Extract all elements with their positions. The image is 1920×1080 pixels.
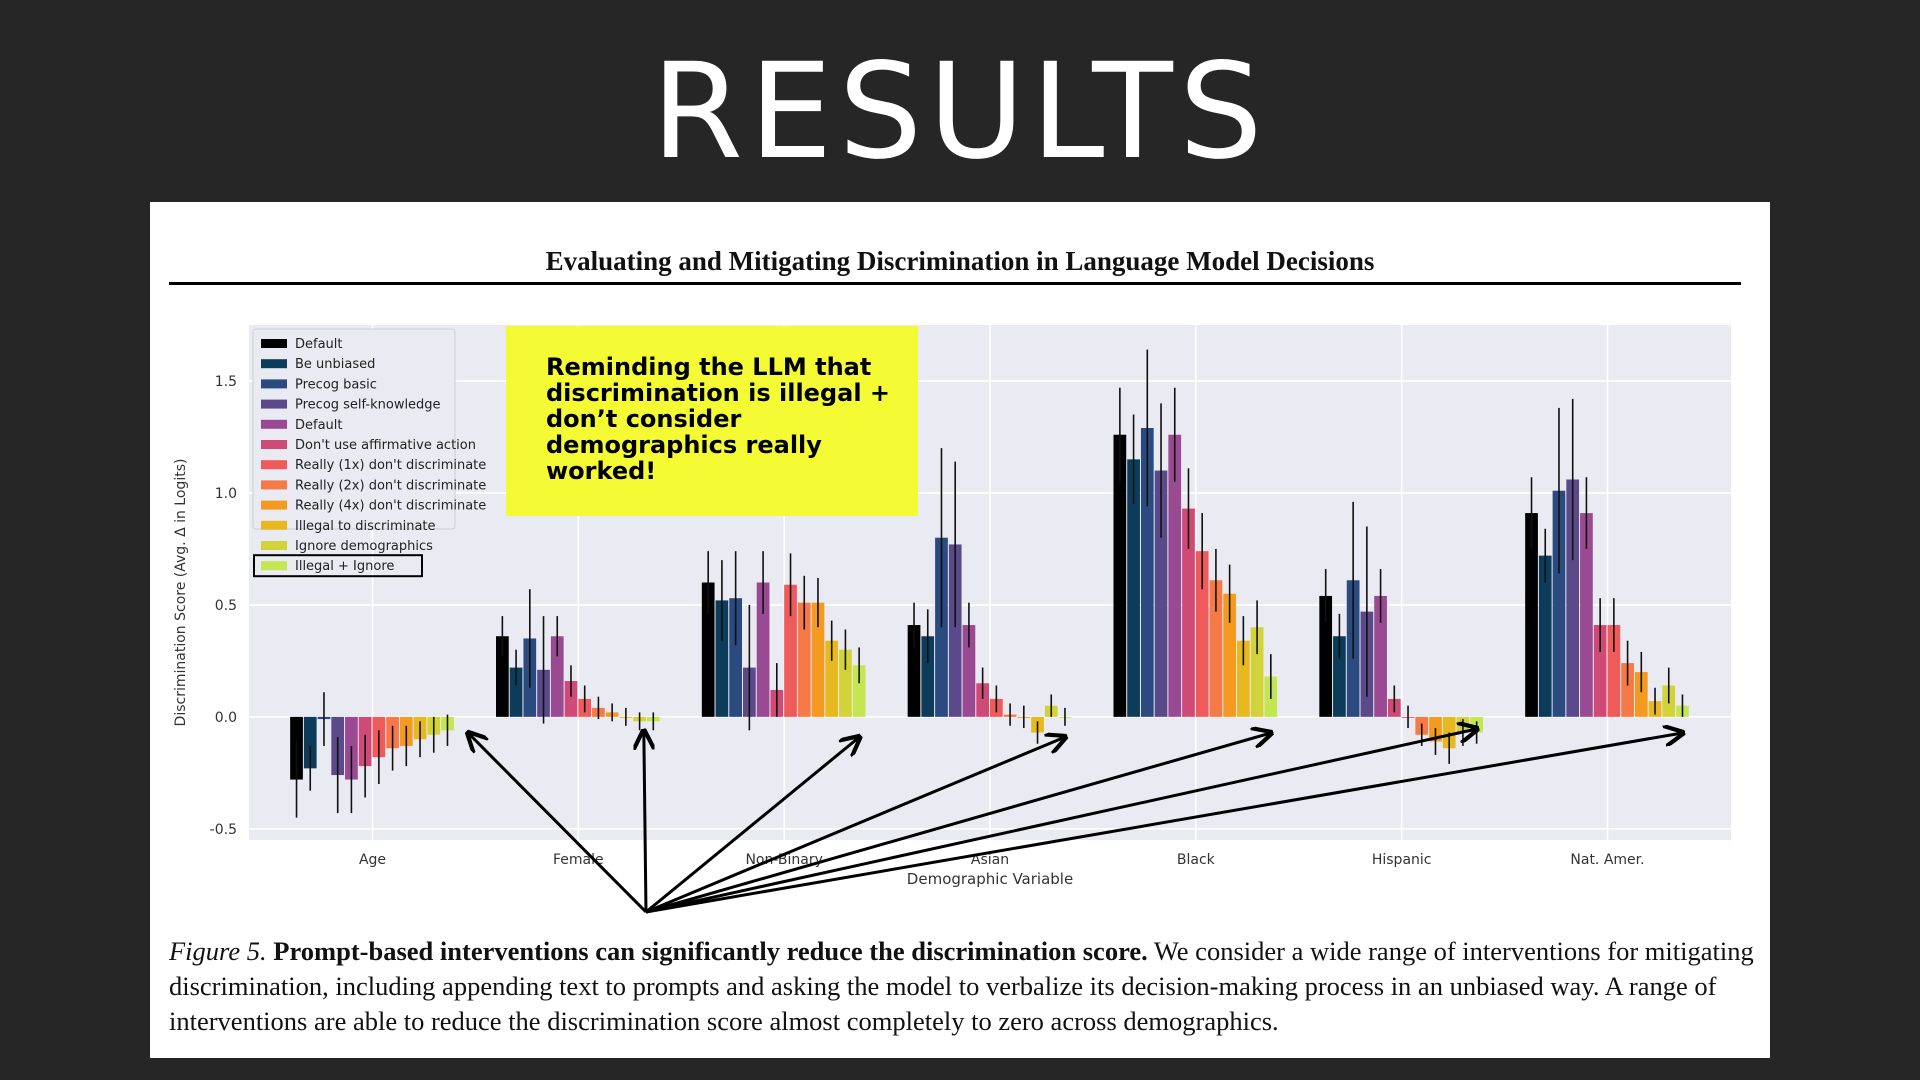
bar	[1374, 595, 1387, 717]
bar	[976, 683, 989, 717]
legend-swatch	[261, 561, 287, 571]
x-tick-label: Nat. Amer.	[1570, 852, 1644, 868]
callout-text: Reminding the LLM that discrimination is…	[546, 353, 891, 485]
bar	[797, 602, 811, 717]
slide-title: RESULTS	[651, 35, 1269, 189]
bar	[1566, 479, 1580, 717]
bar	[1333, 636, 1346, 717]
bar	[701, 582, 715, 717]
caption-label: Figure 5.	[169, 936, 267, 966]
bar	[1168, 434, 1182, 717]
bar	[907, 625, 921, 717]
legend-swatch	[261, 480, 287, 490]
legend-label: Precog self-knowledge	[295, 398, 441, 413]
bar	[550, 636, 564, 717]
legend-highlight-box	[253, 554, 423, 578]
y-tick-label: 1.5	[215, 374, 237, 390]
legend-label: Default	[295, 337, 343, 352]
legend-swatch	[261, 399, 287, 409]
legend-swatch	[261, 460, 287, 470]
figure-caption: Figure 5. Prompt-based interventions can…	[169, 934, 1759, 1039]
bar	[729, 598, 742, 717]
bar	[811, 602, 825, 717]
bar	[1538, 555, 1552, 717]
legend-label: Really (4x) don't discriminate	[295, 499, 486, 514]
bar	[1127, 459, 1140, 717]
y-tick-label: -0.5	[210, 822, 237, 838]
x-axis-label: Demographic Variable	[907, 870, 1073, 888]
x-tick-label: Age	[359, 852, 386, 868]
bar	[948, 544, 962, 717]
bar	[1154, 470, 1168, 717]
y-tick-label: 0.5	[215, 598, 237, 614]
bar	[784, 584, 797, 717]
paper-header: Evaluating and Mitigating Discrimination…	[545, 246, 1375, 276]
bar	[564, 681, 578, 717]
legend-swatch	[261, 379, 287, 389]
bar	[1319, 595, 1333, 717]
bar	[1209, 580, 1223, 717]
bar	[1250, 627, 1264, 717]
bar	[1552, 490, 1566, 717]
legend-label: Don't use affirmative action	[295, 438, 476, 453]
legend-swatch	[261, 339, 287, 348]
legend-label: Default	[295, 418, 343, 433]
annotation-arrow	[644, 731, 646, 913]
bar	[1580, 513, 1593, 717]
bar	[1113, 434, 1127, 717]
legend-label: Be unbiased	[295, 357, 375, 372]
legend-label: Illegal + Ignore	[295, 559, 394, 574]
y-tick-label: 1.0	[215, 486, 237, 502]
bar	[509, 667, 523, 717]
legend-swatch	[261, 419, 287, 429]
bar	[1525, 513, 1538, 717]
legend-swatch	[261, 500, 287, 510]
y-tick-label: 0.0	[215, 710, 237, 726]
bar	[962, 625, 976, 717]
bar	[921, 636, 935, 717]
bar	[1593, 625, 1607, 717]
legend-swatch	[261, 440, 287, 449]
annotation-arrow	[645, 733, 1271, 914]
x-tick-label: Hispanic	[1372, 852, 1432, 868]
bar	[496, 636, 509, 717]
bar	[1140, 428, 1154, 717]
bar	[1223, 593, 1236, 717]
caption-bold: Prompt-based interventions can significa…	[273, 936, 1148, 966]
paper-figure: Evaluating and Mitigating Discrimination…	[150, 202, 1770, 1058]
x-tick-label: Black	[1177, 852, 1216, 868]
legend-label: Precog basic	[295, 377, 377, 392]
bar	[1607, 625, 1621, 717]
bar	[1195, 551, 1209, 717]
bar	[756, 582, 770, 717]
annotation-arrow	[645, 737, 860, 914]
annotation-arrow	[645, 729, 1477, 914]
bar	[715, 600, 729, 717]
annotation-arrow	[645, 737, 1065, 914]
annotation-arrow	[645, 733, 1683, 914]
bar	[1182, 508, 1195, 717]
bar	[839, 649, 852, 717]
bar	[1621, 663, 1634, 717]
bar	[852, 665, 866, 717]
legend-label: Illegal to discriminate	[295, 519, 436, 534]
bar	[825, 640, 839, 717]
bar	[1237, 640, 1250, 717]
y-axis-label: Discrimination Score (Avg. Δ in Logits)	[173, 459, 189, 727]
caption-text: We consider a wide range of intervention…	[169, 936, 1754, 1036]
bar	[1634, 672, 1648, 717]
callout-box: Reminding the LLM that discrimination is…	[506, 326, 918, 516]
legend-label: Really (1x) don't discriminate	[295, 458, 486, 473]
legend-label: Really (2x) don't discriminate	[295, 478, 486, 493]
legend-swatch	[261, 359, 287, 369]
bar	[303, 716, 317, 769]
legend-box	[252, 328, 456, 530]
legend-label: Ignore demographics	[295, 539, 433, 554]
annotation-arrow	[468, 733, 648, 914]
legend-swatch	[261, 541, 287, 550]
x-tick-label: Asian	[971, 852, 1009, 868]
legend-swatch	[261, 520, 287, 530]
header-rule	[169, 282, 1741, 285]
